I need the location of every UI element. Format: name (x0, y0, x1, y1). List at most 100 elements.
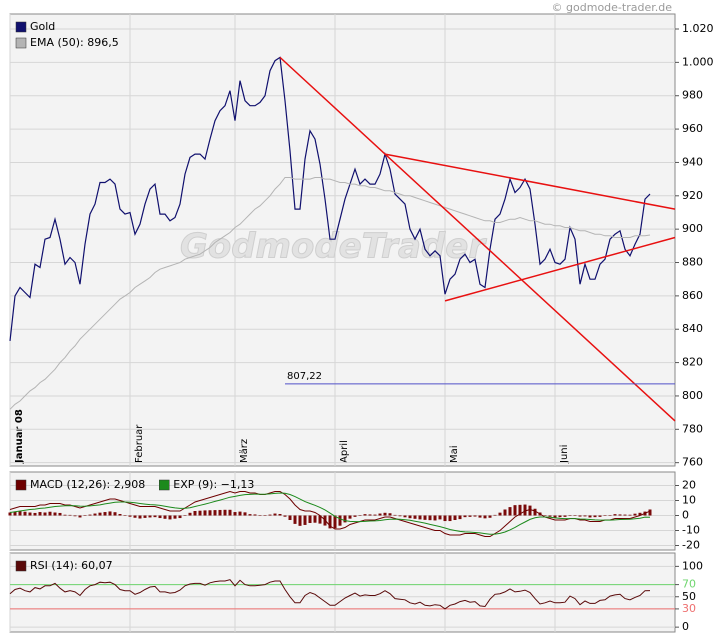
histogram-bar (603, 515, 607, 516)
histogram-bar (88, 514, 92, 516)
x-tick-label: April (339, 440, 350, 463)
horizontal-line-label: 807,22 (287, 371, 322, 382)
y-tick-label: 780 (682, 422, 703, 435)
histogram-bar (333, 515, 337, 529)
histogram-bar (523, 504, 527, 516)
y-tick-label: -10 (682, 524, 700, 537)
histogram-bar (78, 515, 82, 518)
y-tick-label: 980 (682, 89, 703, 102)
histogram-bar (583, 515, 587, 517)
legend-swatch (15, 560, 27, 572)
y-tick-label: 0 (682, 509, 689, 522)
histogram-bar (343, 515, 347, 523)
y-tick-label: 70 (682, 578, 696, 591)
histogram-bar (328, 515, 332, 529)
histogram-bar (318, 515, 322, 524)
trendline (444, 236, 676, 302)
histogram-bar (398, 515, 402, 517)
histogram-bar (508, 507, 512, 516)
histogram-bar (138, 515, 142, 519)
histogram-bar (153, 515, 157, 518)
series-line (9, 579, 651, 610)
histogram-bar (623, 514, 627, 516)
histogram-bar (388, 513, 392, 516)
histogram-bar (618, 514, 622, 516)
histogram-bar (143, 515, 147, 518)
histogram-bar (573, 515, 577, 516)
histogram-bar (403, 515, 407, 518)
histogram-bar (373, 514, 377, 516)
panel (9, 13, 676, 467)
histogram-bar (568, 515, 572, 516)
histogram-bar (223, 509, 227, 516)
y-tick-label: 820 (682, 356, 703, 369)
histogram-bar (98, 512, 102, 516)
histogram-bar (183, 515, 187, 516)
histogram-bar (53, 512, 57, 516)
histogram-bar (148, 515, 152, 518)
histogram-bar (293, 515, 297, 524)
y-tick-label: 900 (682, 222, 703, 235)
y-tick-label: 760 (682, 456, 703, 469)
histogram-bar (648, 509, 652, 516)
histogram-bar (503, 509, 507, 516)
histogram-bar (253, 514, 257, 516)
y-tick-label: 860 (682, 289, 703, 302)
histogram-bar (438, 515, 442, 520)
histogram-bar (58, 512, 62, 516)
histogram-bar (393, 514, 397, 516)
histogram-bar (493, 514, 497, 516)
y-tick-label: 960 (682, 122, 703, 135)
histogram-bar (418, 515, 422, 520)
histogram-bar (513, 505, 517, 516)
histogram-bar (633, 513, 637, 516)
y-tick-label: 100 (682, 559, 703, 572)
histogram-bar (593, 515, 597, 518)
y-tick-label: 840 (682, 322, 703, 335)
histogram-bar (363, 514, 367, 516)
histogram-bar (313, 515, 317, 523)
histogram-bar (8, 512, 12, 516)
histogram-bar (598, 515, 602, 517)
histogram-bar (273, 513, 277, 516)
histogram-bar (83, 515, 87, 516)
histogram-bar (533, 508, 537, 516)
histogram-bar (383, 512, 387, 516)
histogram-bar (158, 515, 162, 519)
histogram-bar (218, 509, 222, 516)
histogram-bar (178, 515, 182, 519)
histogram-bar (423, 515, 427, 520)
histogram-bar (118, 514, 122, 516)
x-tick-label: Juni (559, 445, 570, 464)
histogram-bar (488, 515, 492, 518)
histogram-bar (23, 511, 27, 516)
histogram-bar (453, 515, 457, 520)
legend-swatch (15, 21, 27, 33)
legend-swatch (15, 479, 27, 491)
histogram-bar (68, 514, 72, 516)
histogram-bar (28, 512, 32, 516)
histogram-bar (308, 515, 312, 523)
histogram-bar (543, 515, 547, 516)
y-tick-label: 800 (682, 389, 703, 402)
histogram-bar (33, 512, 37, 516)
legend-label: EMA (50): 896,5 (30, 36, 119, 49)
x-tick-label: März (239, 439, 250, 463)
histogram-bar (268, 514, 272, 516)
legend-swatch (159, 479, 170, 491)
trendline (384, 153, 676, 210)
histogram-bar (548, 515, 552, 517)
histogram-bar (463, 515, 467, 518)
histogram-bar (303, 515, 307, 525)
histogram-bar (478, 515, 482, 518)
histogram-bar (258, 515, 262, 516)
histogram-bar (128, 515, 132, 517)
y-tick-label: 20 (682, 479, 696, 492)
histogram-bar (228, 509, 232, 516)
histogram-bar (123, 515, 127, 516)
y-tick-label: 940 (682, 155, 703, 168)
histogram-bar (608, 515, 612, 516)
y-tick-label: 1.020 (682, 22, 714, 35)
histogram-bar (243, 512, 247, 516)
